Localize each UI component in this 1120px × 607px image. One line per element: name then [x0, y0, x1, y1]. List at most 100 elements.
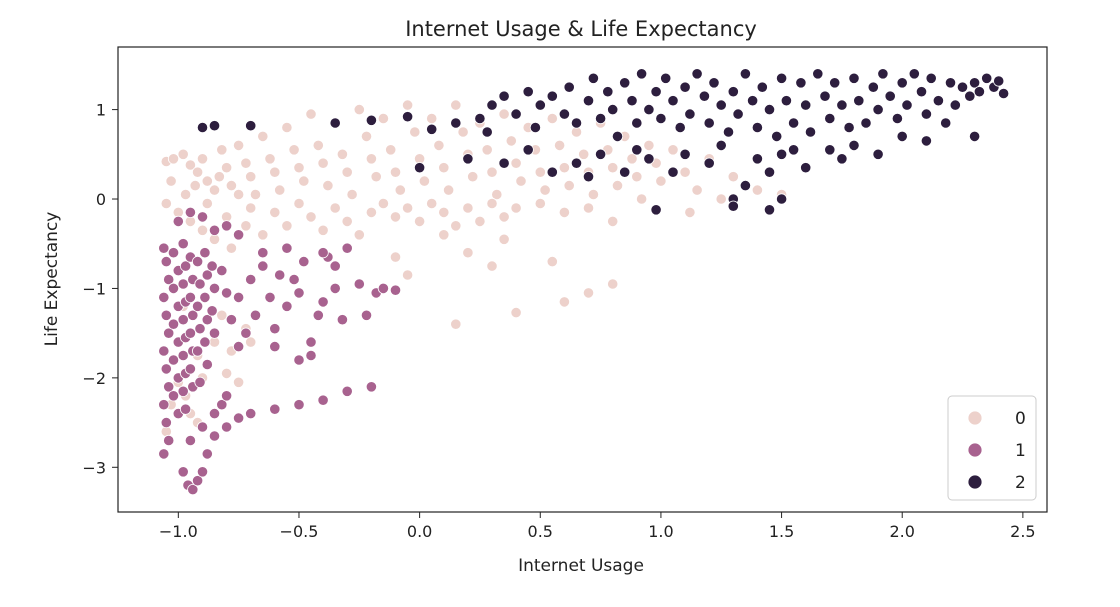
data-point-cluster-1	[167, 354, 180, 366]
data-point-cluster-0	[385, 144, 397, 156]
data-point-cluster-1	[293, 287, 305, 299]
y-tick-label: 0	[96, 190, 106, 209]
data-point-cluster-1	[184, 206, 196, 218]
data-point-cluster-2	[872, 148, 884, 160]
data-point-cluster-1	[167, 282, 180, 294]
legend-marker-0	[967, 410, 983, 426]
y-axis-label: Life Expectancy	[42, 212, 62, 347]
data-point-cluster-2	[751, 121, 764, 134]
data-point-cluster-2	[727, 200, 739, 212]
data-point-cluster-1	[216, 264, 228, 277]
data-point-cluster-2	[853, 95, 865, 107]
data-point-cluster-1	[329, 282, 341, 294]
data-point-cluster-1	[184, 327, 196, 339]
data-point-cluster-0	[631, 171, 643, 183]
data-point-cluster-0	[418, 175, 430, 187]
data-point-cluster-0	[216, 144, 228, 156]
x-axis-label: Internet Usage	[518, 556, 644, 576]
data-point-cluster-2	[643, 153, 655, 165]
data-point-cluster-1	[184, 363, 196, 375]
data-point-cluster-0	[426, 197, 438, 210]
data-point-cluster-0	[365, 153, 377, 165]
data-point-cluster-0	[481, 144, 493, 156]
data-point-cluster-1	[312, 309, 324, 321]
data-point-cluster-0	[667, 144, 679, 156]
data-point-cluster-0	[360, 130, 373, 142]
data-point-cluster-1	[305, 336, 317, 348]
data-point-cluster-2	[522, 144, 534, 156]
data-point-cluster-1	[196, 466, 209, 478]
data-point-cluster-0	[474, 215, 486, 227]
data-point-cluster-1	[233, 291, 245, 303]
data-point-cluster-0	[293, 197, 305, 210]
data-point-cluster-0	[249, 188, 262, 201]
data-point-cluster-1	[317, 296, 329, 308]
data-point-cluster-2	[771, 130, 783, 142]
data-point-cluster-0	[534, 166, 546, 178]
data-point-cluster-0	[426, 112, 438, 125]
data-point-cluster-1	[196, 421, 209, 433]
data-point-cluster-2	[208, 120, 221, 132]
data-point-cluster-1	[194, 278, 206, 290]
points-layer	[158, 68, 1010, 496]
data-point-cluster-2	[534, 99, 546, 111]
data-point-cluster-2	[703, 157, 715, 169]
data-point-cluster-0	[341, 166, 353, 178]
data-point-cluster-0	[245, 202, 257, 214]
data-point-cluster-1	[160, 363, 172, 375]
data-point-cluster-2	[920, 135, 933, 147]
x-tick-label: 2.5	[1010, 522, 1035, 541]
data-point-cluster-2	[708, 77, 720, 89]
data-point-cluster-1	[317, 247, 329, 259]
data-point-cluster-1	[184, 291, 196, 303]
data-point-cluster-0	[394, 184, 406, 196]
data-point-cluster-0	[546, 255, 558, 268]
data-point-cluster-1	[269, 403, 281, 415]
data-point-cluster-0	[413, 215, 426, 227]
data-point-cluster-2	[944, 77, 957, 89]
data-point-cluster-2	[650, 86, 662, 98]
data-point-cluster-0	[389, 166, 402, 178]
data-point-cluster-2	[196, 121, 209, 134]
x-tick-label: 1.5	[769, 522, 794, 541]
data-point-cluster-0	[450, 99, 462, 111]
data-point-cluster-0	[208, 184, 221, 196]
data-point-cluster-0	[221, 162, 233, 174]
data-point-cluster-1	[341, 385, 353, 397]
data-point-cluster-1	[177, 278, 189, 290]
data-point-cluster-2	[746, 95, 759, 107]
data-point-cluster-2	[925, 72, 937, 84]
data-point-cluster-2	[843, 121, 855, 134]
data-point-cluster-0	[510, 157, 522, 169]
data-point-cluster-2	[964, 90, 976, 102]
data-point-cluster-1	[194, 376, 206, 388]
data-point-cluster-1	[288, 273, 300, 286]
data-point-cluster-2	[365, 114, 377, 126]
data-point-cluster-1	[208, 327, 221, 339]
data-point-cluster-1	[221, 220, 233, 232]
data-point-cluster-2	[450, 117, 462, 129]
data-point-cluster-0	[298, 175, 310, 187]
data-point-cluster-0	[679, 166, 691, 178]
data-point-cluster-1	[160, 416, 172, 429]
data-point-cluster-1	[208, 224, 221, 236]
data-point-cluster-0	[257, 229, 269, 241]
y-tick-label: −3	[82, 458, 106, 477]
data-point-cluster-2	[968, 130, 981, 142]
data-point-cluster-0	[684, 206, 696, 218]
data-point-cluster-2	[908, 68, 920, 80]
data-point-cluster-0	[438, 229, 450, 241]
data-point-cluster-0	[558, 206, 571, 218]
data-point-cluster-1	[196, 211, 209, 223]
data-point-cluster-1	[360, 309, 373, 321]
data-point-cluster-2	[800, 162, 812, 174]
data-point-cluster-2	[413, 162, 426, 174]
legend-marker-1	[967, 442, 983, 458]
data-point-cluster-1	[305, 349, 317, 362]
data-point-cluster-1	[194, 323, 206, 335]
data-point-cluster-0	[486, 260, 498, 272]
data-point-cluster-0	[515, 175, 527, 187]
data-point-cluster-2	[619, 77, 631, 89]
data-point-cluster-1	[389, 284, 402, 296]
